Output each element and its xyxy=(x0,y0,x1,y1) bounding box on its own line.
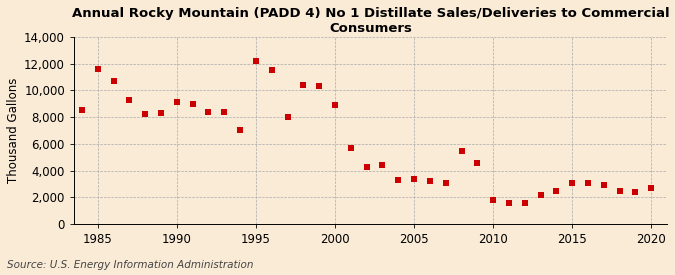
Title: Annual Rocky Mountain (PADD 4) No 1 Distillate Sales/Deliveries to Commercial Co: Annual Rocky Mountain (PADD 4) No 1 Dist… xyxy=(72,7,670,35)
Point xyxy=(346,146,356,150)
Point xyxy=(203,109,214,114)
Point xyxy=(250,59,261,63)
Point xyxy=(298,83,308,87)
Y-axis label: Thousand Gallons: Thousand Gallons xyxy=(7,78,20,183)
Point xyxy=(361,164,372,169)
Point xyxy=(646,186,657,190)
Point xyxy=(76,108,87,112)
Point xyxy=(440,180,451,185)
Point xyxy=(140,112,151,117)
Point xyxy=(488,198,499,202)
Point xyxy=(156,111,167,115)
Point xyxy=(583,180,593,185)
Point xyxy=(425,179,435,183)
Point xyxy=(235,128,246,133)
Point xyxy=(124,98,135,102)
Point xyxy=(519,200,530,205)
Point xyxy=(535,192,546,197)
Point xyxy=(108,79,119,83)
Point xyxy=(329,103,340,107)
Point xyxy=(267,68,277,73)
Point xyxy=(614,188,625,193)
Point xyxy=(567,180,578,185)
Point xyxy=(61,57,72,62)
Point xyxy=(551,188,562,193)
Point xyxy=(187,101,198,106)
Point xyxy=(171,100,182,104)
Point xyxy=(282,115,293,119)
Point xyxy=(314,84,325,89)
Point xyxy=(219,109,230,114)
Point xyxy=(599,183,610,188)
Point xyxy=(393,178,404,182)
Point xyxy=(630,190,641,194)
Point xyxy=(408,176,419,181)
Point xyxy=(472,160,483,165)
Point xyxy=(377,163,388,167)
Point xyxy=(504,200,514,205)
Text: Source: U.S. Energy Information Administration: Source: U.S. Energy Information Administ… xyxy=(7,260,253,270)
Point xyxy=(92,67,103,71)
Point xyxy=(456,148,467,153)
